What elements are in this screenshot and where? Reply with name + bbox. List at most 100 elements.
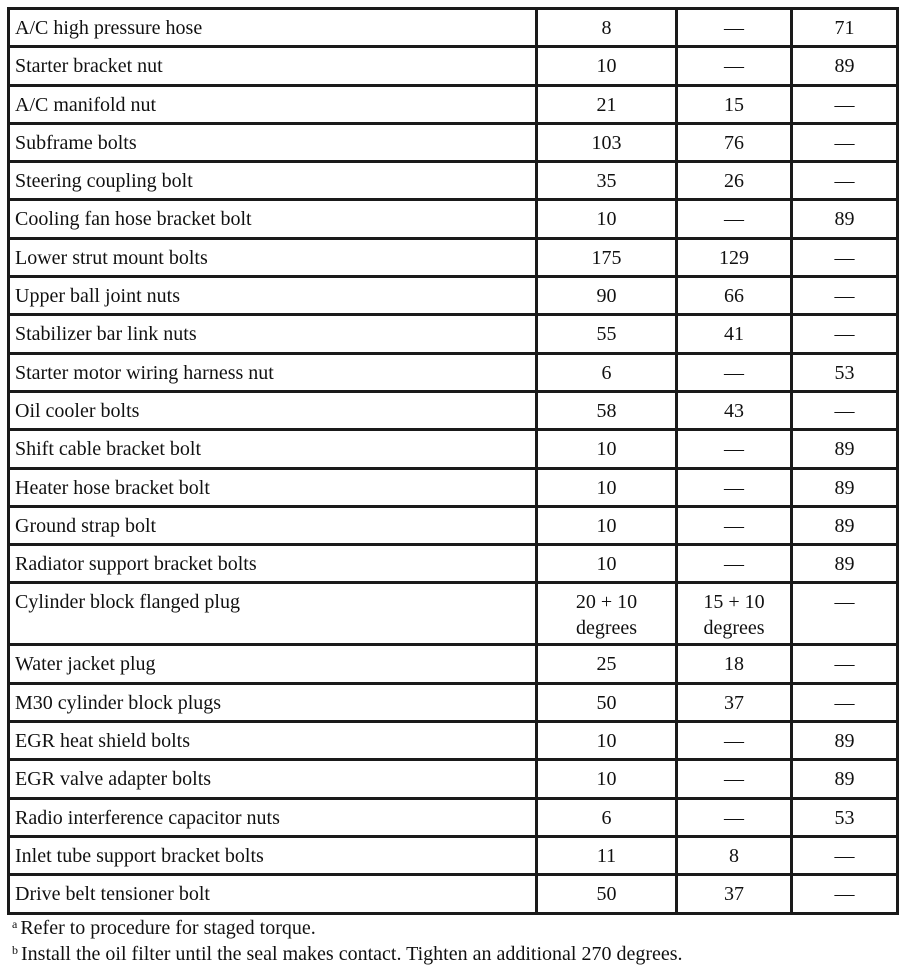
torque-lbin-cell: —: [790, 389, 899, 432]
torque-lbin-cell: —: [790, 313, 899, 355]
torque-lbin-cell: 53: [790, 351, 899, 393]
table-row: Heater hose bracket bolt 10—89: [7, 466, 899, 508]
fastener-name-cell: Radio interference capacitor nuts: [7, 796, 538, 838]
table-row: Radiator support bracket bolts 10—89: [7, 543, 899, 585]
fastener-name-cell: Radiator support bracket bolts: [7, 543, 538, 585]
torque-nm-cell: 55: [535, 313, 678, 355]
torque-nm-cell: 10: [535, 504, 678, 547]
table-row: EGR valve adapter bolts 10—89: [7, 758, 899, 800]
torque-lbft-cell: 15 + 10 degrees: [675, 581, 793, 647]
torque-lbin-cell: —: [790, 275, 899, 317]
torque-lbin-cell: 71: [790, 6, 899, 49]
torque-nm-cell: 8: [535, 6, 678, 49]
fastener-name-cell: M30 cylinder block plugs: [7, 681, 538, 724]
torque-lbft-cell: 41: [675, 313, 793, 355]
torque-nm-cell: 6: [535, 351, 678, 393]
fastener-name-cell: Drive belt tensioner bolt: [7, 873, 538, 915]
fastener-name-cell: Heater hose bracket bolt: [7, 466, 538, 508]
table-row: Inlet tube support bracket bolts 11 8—: [7, 834, 899, 877]
table-row: Cooling fan hose bracket bolt 10—89: [7, 198, 899, 240]
torque-lbft-cell: —: [675, 543, 793, 585]
torque-spec-table: A/C high pressure hose 8—71 Starter bracke…: [7, 6, 899, 915]
footnote-mark: a: [12, 917, 18, 931]
fastener-name-cell: Water jacket plug: [7, 643, 538, 685]
torque-nm-cell: 10: [535, 45, 678, 87]
fastener-name-cell: EGR heat shield bolts: [7, 720, 538, 762]
table-row: EGR heat shield bolts 10—89: [7, 720, 899, 762]
table-row: Upper ball joint nuts 90 66—: [7, 275, 899, 317]
torque-nm-cell: 20 + 10 degrees: [535, 581, 678, 647]
torque-lbft-cell: 66: [675, 275, 793, 317]
table-row: Radio interference capacitor nuts 6—53: [7, 796, 899, 838]
fastener-name-cell: A/C manifold nut: [7, 83, 538, 125]
fastener-name-cell: Starter motor wiring harness nut: [7, 351, 538, 393]
torque-lbft-cell: 15: [675, 83, 793, 125]
table-row: Subframe bolts 103 76—: [7, 121, 899, 164]
torque-lbin-cell: —: [790, 581, 899, 647]
table-row: Water jacket plug 25 18—: [7, 643, 899, 685]
table-row: Starter bracket nut 10—89: [7, 45, 899, 87]
fastener-name-cell: Oil cooler bolts: [7, 389, 538, 432]
fastener-name-cell: Cylinder block flanged plug: [7, 581, 538, 647]
torque-lbin-cell: 89: [790, 504, 899, 547]
torque-nm-cell: 25: [535, 643, 678, 685]
torque-nm-cell: 21: [535, 83, 678, 125]
torque-lbft-cell: 76: [675, 121, 793, 164]
torque-nm-cell: 50: [535, 681, 678, 724]
torque-nm-cell: 10: [535, 720, 678, 762]
torque-lbin-cell: 89: [790, 758, 899, 800]
torque-lbin-cell: —: [790, 236, 899, 279]
footnote-mark: b: [12, 943, 18, 957]
torque-lbft-cell: —: [675, 198, 793, 240]
torque-lbft-cell: 26: [675, 160, 793, 202]
torque-nm-cell: 50: [535, 873, 678, 915]
fastener-name-cell: Stabilizer bar link nuts: [7, 313, 538, 355]
table-row: Lower strut mount bolts 175 129—: [7, 236, 899, 279]
torque-lbft-cell: —: [675, 45, 793, 87]
fastener-name-cell: Cooling fan hose bracket bolt: [7, 198, 538, 240]
torque-nm-cell: 10: [535, 758, 678, 800]
table-row: Steering coupling bolt 35 26—: [7, 160, 899, 202]
torque-lbft-cell: 8: [675, 834, 793, 877]
torque-lbin-cell: —: [790, 834, 899, 877]
torque-lbin-cell: 89: [790, 45, 899, 87]
fastener-name-cell: Inlet tube support bracket bolts: [7, 834, 538, 877]
torque-lbin-cell: 53: [790, 796, 899, 838]
fastener-name-cell: EGR valve adapter bolts: [7, 758, 538, 800]
torque-nm-cell: 10: [535, 543, 678, 585]
table-row: Drive belt tensioner bolt 50 37—: [7, 873, 899, 915]
torque-lbft-cell: —: [675, 351, 793, 393]
torque-lbft-cell: 43: [675, 389, 793, 432]
table-row: A/C manifold nut 21 15—: [7, 83, 899, 125]
torque-lbft-cell: —: [675, 720, 793, 762]
torque-nm-cell: 10: [535, 466, 678, 508]
fastener-name-cell: Subframe bolts: [7, 121, 538, 164]
torque-lbin-cell: —: [790, 121, 899, 164]
fastener-name-cell: A/C high pressure hose: [7, 6, 538, 49]
torque-lbin-cell: 89: [790, 428, 899, 470]
torque-nm-cell: 6: [535, 796, 678, 838]
table-row: Cylinder block flanged plug 20 + 10 degre…: [7, 581, 899, 647]
torque-lbft-cell: 37: [675, 681, 793, 724]
torque-lbin-cell: —: [790, 873, 899, 915]
torque-nm-cell: 10: [535, 428, 678, 470]
table-row: Shift cable bracket bolt 10—89: [7, 428, 899, 470]
table-row: Oil cooler bolts 58 43—: [7, 389, 899, 432]
fastener-name-cell: Shift cable bracket bolt: [7, 428, 538, 470]
torque-nm-cell: 90: [535, 275, 678, 317]
torque-lbin-cell: —: [790, 160, 899, 202]
torque-lbin-cell: —: [790, 681, 899, 724]
table-row: A/C high pressure hose 8—71: [7, 6, 899, 49]
footnote-text: Refer to procedure for staged torque.: [20, 917, 316, 939]
torque-nm-cell: 10: [535, 198, 678, 240]
torque-nm-cell: 11: [535, 834, 678, 877]
torque-nm-cell: 175: [535, 236, 678, 279]
table-row: Stabilizer bar link nuts 55 41—: [7, 313, 899, 355]
torque-lbft-cell: 18: [675, 643, 793, 685]
torque-lbft-cell: —: [675, 428, 793, 470]
torque-lbft-cell: 129: [675, 236, 793, 279]
torque-lbft-cell: —: [675, 6, 793, 49]
torque-nm-cell: 103: [535, 121, 678, 164]
torque-lbin-cell: 89: [790, 543, 899, 585]
table-row: Starter motor wiring harness nut 6—53: [7, 351, 899, 393]
